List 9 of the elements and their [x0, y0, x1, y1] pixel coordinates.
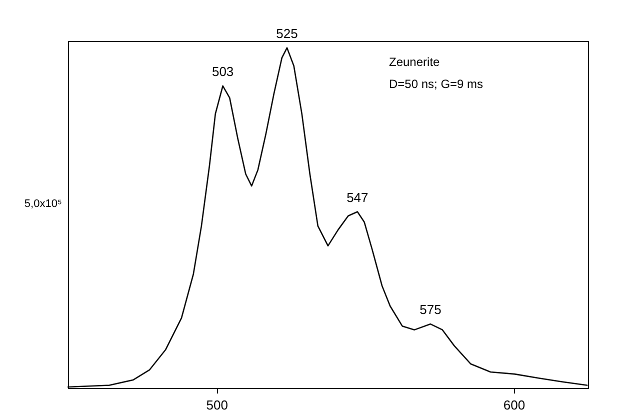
x-tick-label: 500 [206, 398, 228, 412]
annotation: 525 [276, 26, 298, 41]
annotation: 503 [212, 64, 234, 79]
text: 5,0x10⁵ [24, 198, 62, 210]
annotation: Zeunerite [389, 55, 440, 69]
annotation: D=50 ns; G=9 ms [389, 77, 484, 91]
annotation: 575 [420, 302, 442, 318]
x-tick-label: 600 [503, 398, 526, 412]
annotation: 547 [346, 190, 368, 205]
